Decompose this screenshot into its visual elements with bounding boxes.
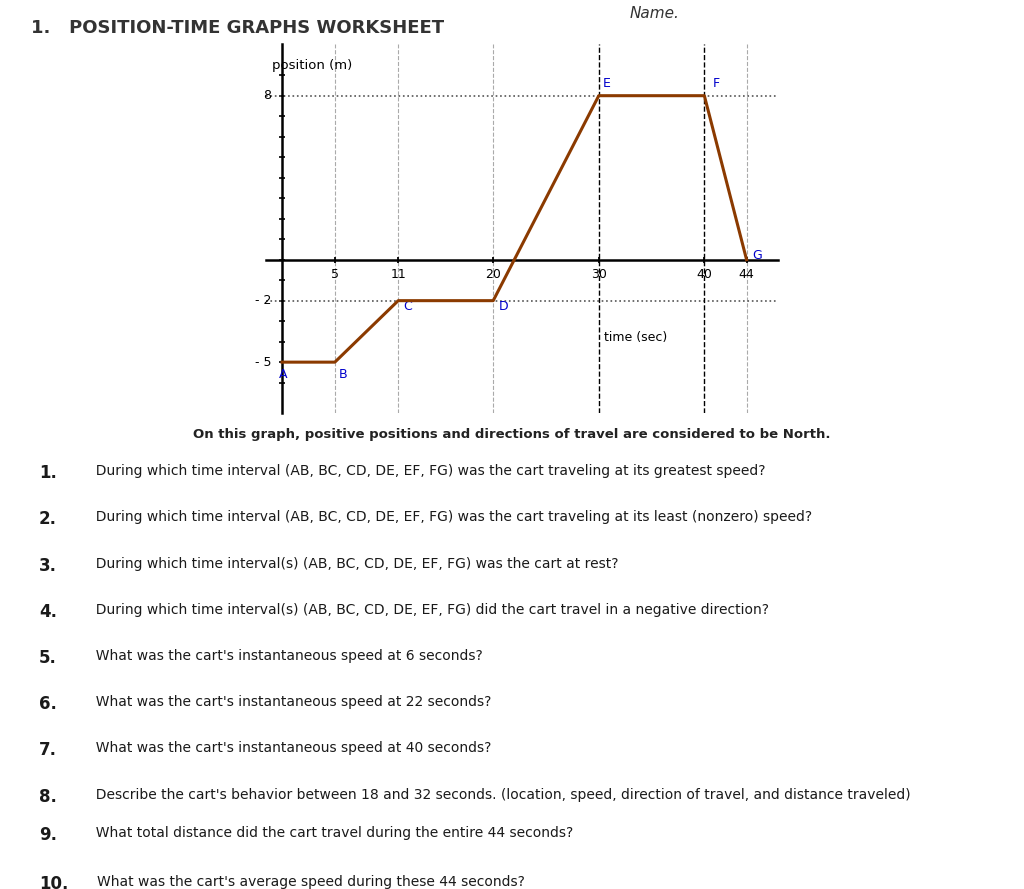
Text: 4.: 4. (39, 603, 57, 621)
Text: Name.: Name. (630, 6, 680, 21)
Text: C: C (403, 300, 413, 313)
Text: 2.: 2. (39, 510, 57, 528)
Text: During which time interval (AB, BC, CD, DE, EF, FG) was the cart traveling at it: During which time interval (AB, BC, CD, … (87, 510, 812, 525)
Text: B: B (339, 367, 348, 380)
Text: 5.: 5. (39, 649, 56, 667)
Text: Describe the cart's behavior between 18 and 32 seconds. (location, speed, direct: Describe the cart's behavior between 18 … (87, 788, 910, 802)
Text: time (sec): time (sec) (604, 331, 668, 344)
Text: E: E (603, 76, 611, 90)
Text: 8: 8 (263, 89, 271, 102)
Text: G: G (752, 249, 762, 261)
Text: - 2: - 2 (255, 294, 271, 308)
Text: What was the cart's instantaneous speed at 6 seconds?: What was the cart's instantaneous speed … (87, 649, 482, 663)
Text: 10.: 10. (39, 875, 69, 889)
Text: 1.: 1. (39, 464, 56, 482)
Text: What was the cart's instantaneous speed at 40 seconds?: What was the cart's instantaneous speed … (87, 741, 492, 756)
Text: What total distance did the cart travel during the entire 44 seconds?: What total distance did the cart travel … (87, 826, 573, 840)
Text: On this graph, positive positions and directions of travel are considered to be : On this graph, positive positions and di… (194, 428, 830, 442)
Text: 1.   POSITION-TIME GRAPHS WORKSHEET: 1. POSITION-TIME GRAPHS WORKSHEET (31, 19, 443, 36)
Text: 3.: 3. (39, 557, 57, 574)
Text: A: A (279, 367, 288, 380)
Text: position (m): position (m) (271, 59, 352, 72)
Text: 6.: 6. (39, 695, 56, 713)
Text: During which time interval (AB, BC, CD, DE, EF, FG) was the cart traveling at it: During which time interval (AB, BC, CD, … (87, 464, 766, 478)
Text: 8.: 8. (39, 788, 56, 805)
Text: - 5: - 5 (255, 356, 271, 369)
Text: What was the cart's instantaneous speed at 22 seconds?: What was the cart's instantaneous speed … (87, 695, 492, 709)
Text: During which time interval(s) (AB, BC, CD, DE, EF, FG) was the cart at rest?: During which time interval(s) (AB, BC, C… (87, 557, 618, 571)
Text: 9.: 9. (39, 826, 57, 844)
Text: 7.: 7. (39, 741, 57, 759)
Text: What was the cart's average speed during these 44 seconds?: What was the cart's average speed during… (97, 875, 525, 889)
Text: F: F (713, 76, 720, 90)
Text: During which time interval(s) (AB, BC, CD, DE, EF, FG) did the cart travel in a : During which time interval(s) (AB, BC, C… (87, 603, 769, 617)
Text: D: D (499, 300, 508, 313)
